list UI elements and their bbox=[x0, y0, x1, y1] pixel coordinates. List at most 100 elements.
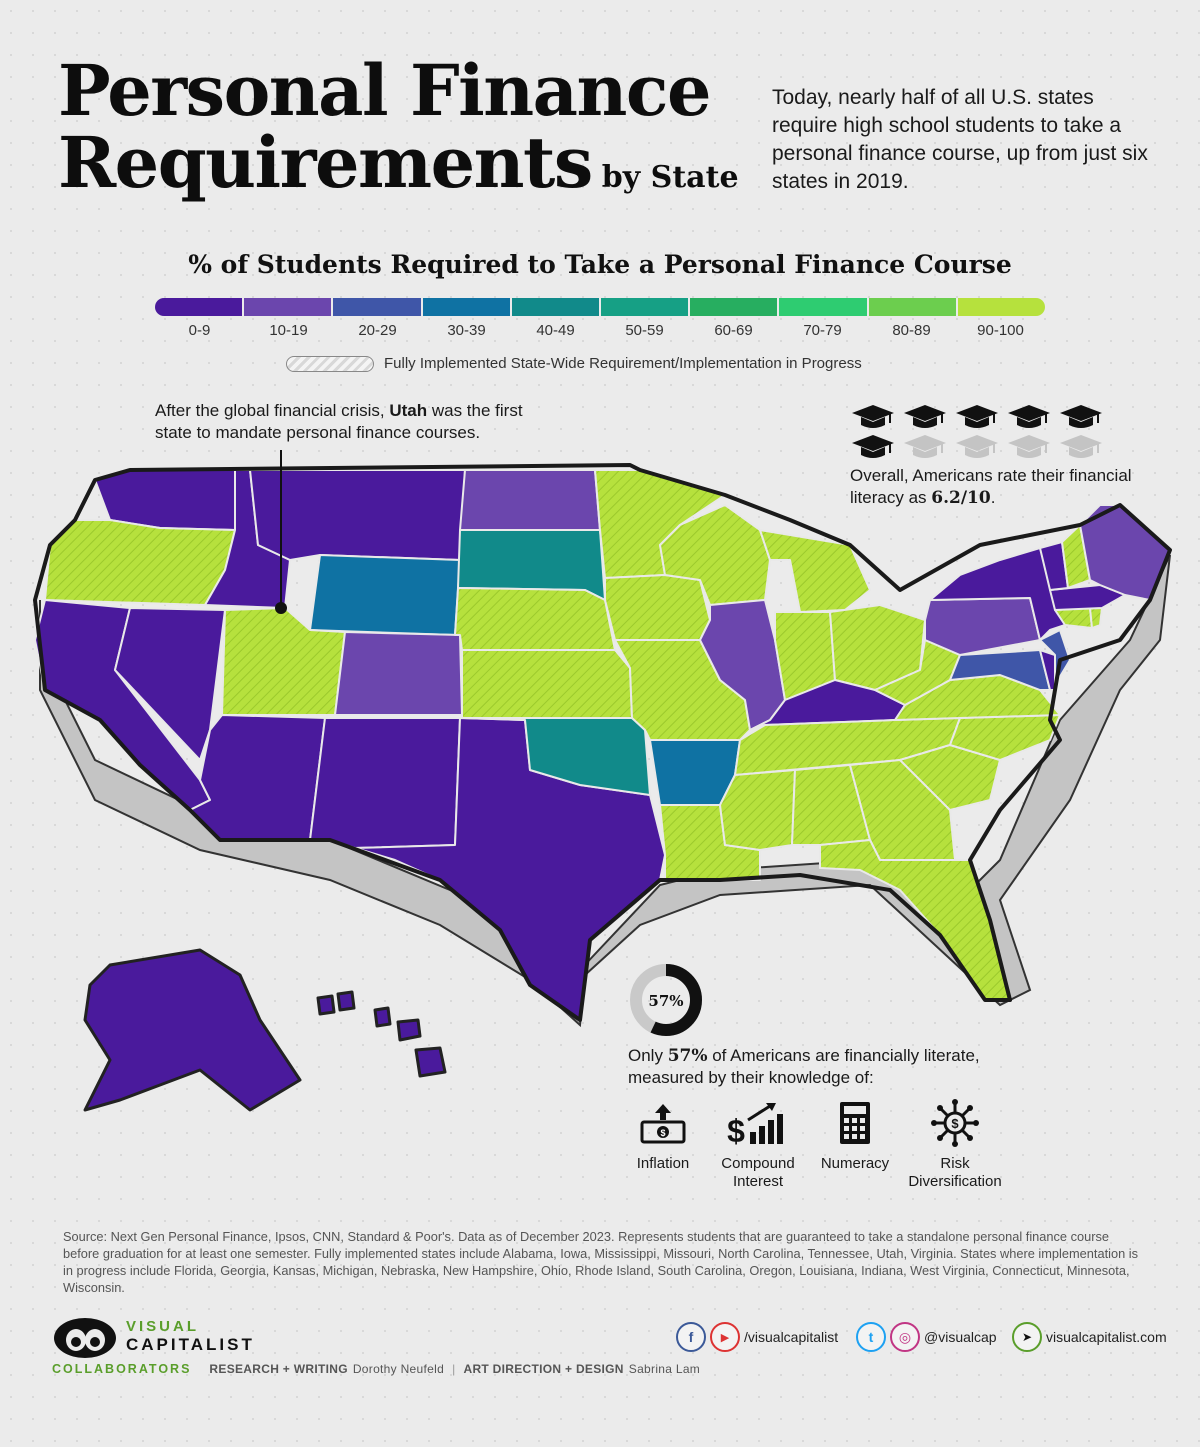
state-alaska bbox=[83, 948, 302, 1112]
logo-text-visual: VISUAL bbox=[126, 1318, 200, 1335]
social-handle-visualcapitalist[interactable]: /visualcapitalist bbox=[744, 1329, 839, 1345]
topic-label-inflation: Inflation bbox=[636, 1155, 690, 1172]
rating-value: 6.2/10 bbox=[931, 488, 991, 508]
state-hawaii-1 bbox=[316, 994, 336, 1016]
state-south-carolina bbox=[899, 744, 1001, 811]
color-scale-labels: 0-9 10-19 20-29 30-39 40-49 50-59 60-69 70-79 80… bbox=[155, 322, 1045, 339]
literacy-topics: $ Inflation $ Compound Interest Numeracy bbox=[608, 1097, 1028, 1190]
state-nebraska bbox=[454, 587, 616, 651]
utah-annotation: After the global financial crisis, Utah … bbox=[155, 400, 555, 444]
collaborator-name-2: Sabrina Lam bbox=[628, 1362, 701, 1376]
literacy-text-1: Only bbox=[628, 1046, 668, 1065]
state-wyoming bbox=[309, 554, 461, 636]
graduation-cap-icon bbox=[902, 403, 948, 429]
state-new-mexico bbox=[309, 717, 461, 849]
scale-swatch-60-69 bbox=[690, 298, 778, 316]
collaborators-heading: COLLABORATORS bbox=[52, 1362, 192, 1376]
hatch-legend-label: Fully Implemented State-Wide Requirement… bbox=[384, 355, 862, 372]
scale-label-90-100: 90-100 bbox=[977, 322, 1024, 339]
graduation-cap-icon bbox=[1006, 433, 1052, 459]
title-line-2: Requirements bbox=[58, 121, 593, 204]
social-handle-visualcap[interactable]: @visualcap bbox=[924, 1329, 997, 1345]
scale-label-40-49: 40-49 bbox=[536, 322, 575, 339]
scale-label-50-59: 50-59 bbox=[625, 322, 664, 339]
state-massachusetts bbox=[1049, 584, 1126, 611]
scale-swatch-0-9 bbox=[155, 298, 243, 316]
cursor-icon[interactable]: ➤ bbox=[1012, 1322, 1042, 1352]
scale-swatch-80-89 bbox=[868, 298, 956, 316]
source-note: Source: Next Gen Personal Finance, Ipsos… bbox=[63, 1229, 1138, 1295]
literacy-text-2: of Americans are financially literate, m… bbox=[628, 1046, 980, 1087]
logo-text-capitalist: CAPITALIST bbox=[126, 1335, 255, 1354]
state-rhode-island bbox=[1089, 607, 1103, 629]
topic-label-compound-interest: Compound Interest bbox=[721, 1155, 795, 1190]
scale-label-80-89: 80-89 bbox=[892, 322, 931, 339]
scale-label-60-69: 60-69 bbox=[714, 322, 753, 339]
state-nevada bbox=[114, 607, 226, 761]
svg-text:$: $ bbox=[660, 1128, 665, 1138]
rating-text-2: . bbox=[990, 488, 996, 507]
collaborators: COLLABORATORS RESEARCH + WRITING Dorothy… bbox=[52, 1362, 700, 1376]
map-outline bbox=[33, 463, 1172, 1022]
youtube-icon[interactable]: ▶ bbox=[710, 1322, 740, 1352]
scale-label-0-9: 0-9 bbox=[188, 322, 211, 339]
collaborator-name-1: Dorothy Neufeld bbox=[352, 1362, 445, 1376]
utah-text-1: After the global financial crisis, bbox=[155, 401, 390, 420]
state-hawaii-3 bbox=[373, 1006, 392, 1028]
graduation-cap-icon bbox=[1006, 403, 1052, 429]
website-link[interactable]: visualcapitalist.com bbox=[1046, 1329, 1167, 1345]
hatch-legend: Fully Implemented State-Wide Requirement… bbox=[286, 355, 862, 372]
scale-swatch-10-19 bbox=[244, 298, 332, 316]
graduation-cap-icon bbox=[850, 433, 896, 459]
scale-swatch-40-49 bbox=[511, 298, 600, 316]
state-hawaii-5 bbox=[414, 1046, 447, 1078]
social-facebook-youtube[interactable]: f ▶ /visualcapitalist bbox=[676, 1322, 838, 1352]
dollar-growth-chart-icon: $ bbox=[727, 1103, 783, 1146]
facebook-icon[interactable]: f bbox=[676, 1322, 706, 1352]
topic-label-risk-diversification: Risk Diversification bbox=[908, 1155, 1002, 1190]
graduation-cap-icon bbox=[954, 403, 1000, 429]
topic-numeracy: Numeracy bbox=[800, 1097, 910, 1173]
utah-pointer-dot bbox=[275, 602, 287, 614]
state-colorado bbox=[334, 631, 463, 716]
collaborator-role-2: ART DIRECTION + DESIGN bbox=[463, 1362, 624, 1376]
state-hawaii-4 bbox=[396, 1018, 422, 1042]
social-twitter-instagram[interactable]: t ◎ @visualcap bbox=[856, 1322, 997, 1352]
rating-annotation: Overall, Americans rate their financial … bbox=[850, 465, 1150, 509]
twitter-icon[interactable]: t bbox=[856, 1322, 886, 1352]
money-up-icon: $ bbox=[640, 1104, 686, 1144]
state-new-jersey bbox=[1039, 629, 1071, 686]
title-by-state: by State bbox=[601, 160, 739, 195]
state-arizona bbox=[189, 714, 326, 841]
instagram-icon[interactable]: ◎ bbox=[890, 1322, 920, 1352]
literacy-annotation: Only 57% of Americans are financially li… bbox=[628, 1045, 988, 1089]
utah-text-2: was the first state to mandate personal … bbox=[155, 401, 523, 442]
legend-title: % of Students Required to Take a Persona… bbox=[188, 250, 1012, 279]
literacy-donut: 57% bbox=[630, 964, 702, 1036]
dollar-network-icon: $ bbox=[931, 1099, 979, 1147]
state-pennsylvania bbox=[924, 597, 1041, 656]
state-iowa bbox=[604, 574, 711, 641]
social-website[interactable]: ➤ visualcapitalist.com bbox=[1012, 1322, 1167, 1352]
collaborator-separator: | bbox=[452, 1362, 456, 1376]
rating-text-1: Overall, Americans rate their financial … bbox=[850, 466, 1132, 507]
graduation-cap-icon bbox=[902, 433, 948, 459]
state-kansas bbox=[461, 649, 633, 719]
literacy-rating-caps bbox=[850, 403, 1110, 459]
scale-swatch-90-100 bbox=[957, 298, 1046, 316]
visual-capitalist-logo[interactable]: VISUAL CAPITALIST bbox=[52, 1312, 255, 1360]
state-michigan bbox=[759, 529, 871, 613]
state-montana bbox=[249, 469, 466, 561]
graduation-cap-icon bbox=[1058, 433, 1104, 459]
state-hawaii-2 bbox=[336, 990, 356, 1012]
svg-text:$: $ bbox=[951, 1116, 959, 1131]
scale-label-30-39: 30-39 bbox=[447, 322, 486, 339]
scale-swatch-20-29 bbox=[333, 298, 421, 316]
scale-swatch-70-79 bbox=[779, 298, 867, 316]
calculator-icon bbox=[840, 1102, 870, 1144]
donut-label: 57% bbox=[648, 992, 683, 1010]
utah-text-bold: Utah bbox=[389, 401, 428, 420]
vc-logo-icon bbox=[54, 1318, 116, 1358]
literacy-bold: 57% bbox=[667, 1046, 708, 1066]
